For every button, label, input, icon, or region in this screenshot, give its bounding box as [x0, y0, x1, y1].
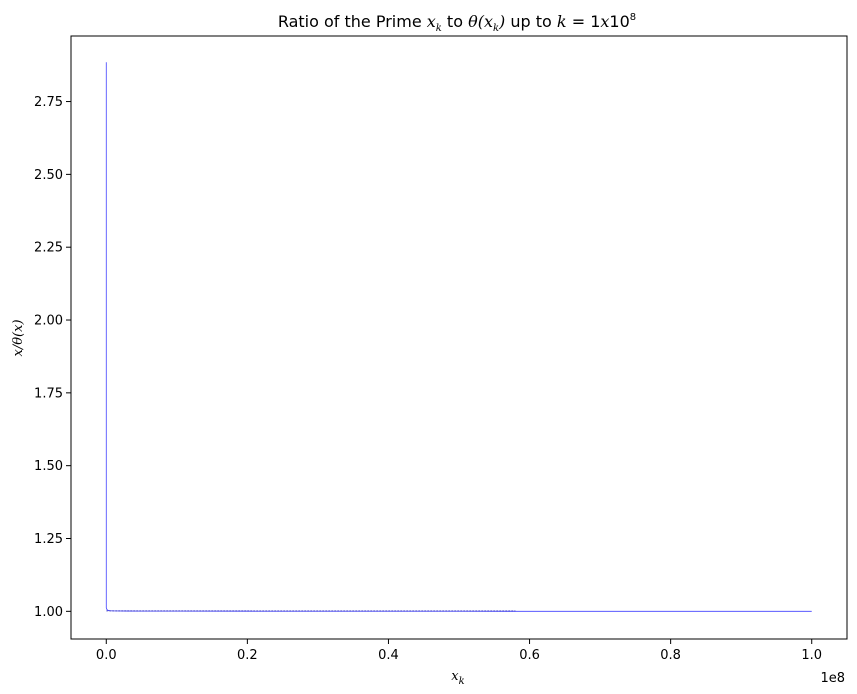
series-group	[105, 62, 812, 612]
y-tick-label: 1.75	[34, 386, 63, 401]
chart-title: Ratio of the Prime xk to θ(xk) up to k =…	[278, 12, 636, 34]
plot-area	[70, 35, 848, 640]
x-tick-label: 0.4	[378, 648, 399, 663]
x-tick-label: 1.0	[801, 648, 822, 663]
x-axis-label: xk	[451, 669, 464, 687]
x-tick-label: 0.2	[237, 648, 258, 663]
y-tick-label: 1.25	[34, 532, 63, 547]
y-axis-label: x/θ(x)	[11, 319, 26, 356]
y-tick-label: 2.50	[34, 168, 63, 183]
y-tick-label: 2.75	[34, 95, 63, 110]
x-tick-label: 0.8	[660, 648, 681, 663]
x-tick-label: 0.6	[519, 648, 540, 663]
y-axis: 1.00 1.25 1.50 1.75 2.00 2.25 2.50 2.75	[34, 95, 71, 620]
y-tick-label: 2.25	[34, 241, 63, 256]
y-tick-label: 1.50	[34, 459, 63, 474]
x-axis: 0.0 0.2 0.4 0.6 0.8 1.0	[96, 639, 822, 663]
x-tick-label: 0.0	[96, 648, 117, 663]
x-offset-text: 1e8	[820, 671, 845, 686]
y-tick-label: 2.00	[34, 314, 63, 329]
y-tick-label: 1.00	[34, 605, 63, 620]
